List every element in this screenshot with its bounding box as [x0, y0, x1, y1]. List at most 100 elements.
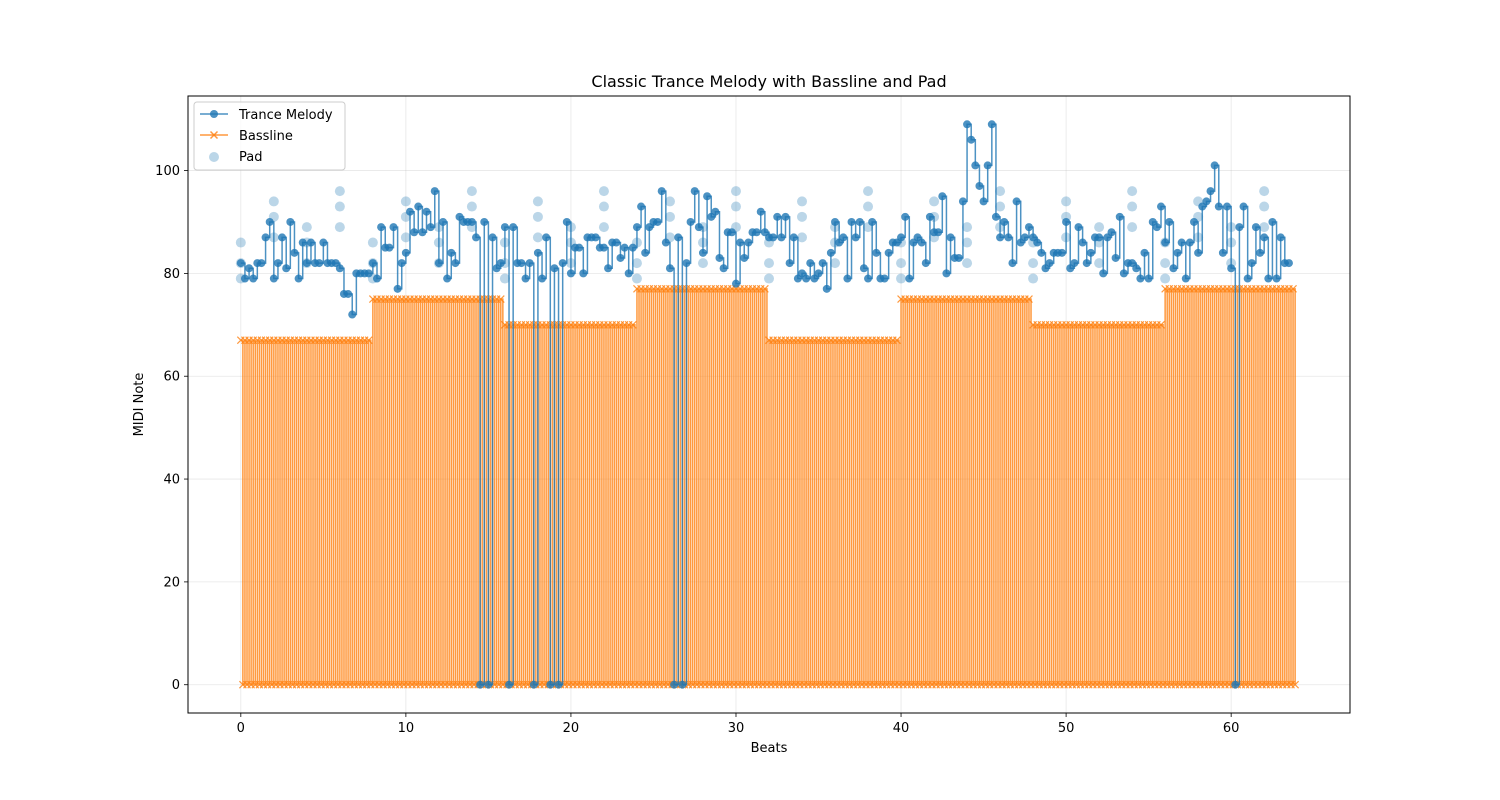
pad-point — [896, 258, 907, 269]
melody-point — [579, 269, 588, 278]
melody-point — [975, 181, 984, 190]
melody-point — [1243, 274, 1252, 283]
bassline-point — [628, 320, 637, 329]
melody-point — [682, 259, 691, 268]
pad-point — [631, 258, 642, 269]
melody-point — [967, 135, 976, 144]
melody-point — [864, 274, 873, 283]
melody-point — [934, 228, 943, 237]
melody-point — [938, 192, 947, 201]
melody-point — [963, 120, 972, 129]
melody-point — [1177, 238, 1186, 247]
bassline-point — [364, 336, 373, 345]
melody-point — [694, 223, 703, 232]
pad-point — [1127, 186, 1138, 197]
bassline-point — [892, 336, 901, 345]
melody-point — [674, 233, 683, 242]
melody-point — [872, 248, 881, 257]
melody-point — [1074, 223, 1083, 232]
melody-point — [756, 207, 765, 216]
melody-point — [1210, 161, 1219, 170]
melody-point — [533, 248, 542, 257]
y-tick-label: 100 — [155, 164, 180, 179]
melody-point — [1173, 248, 1182, 257]
y-tick-label: 60 — [163, 370, 180, 385]
melody-point — [546, 680, 555, 689]
pad-point — [1259, 186, 1270, 197]
melody-point — [240, 274, 249, 283]
melody-point — [641, 248, 650, 257]
pad-point — [863, 201, 874, 212]
melody-point — [393, 284, 402, 293]
pad-point — [466, 201, 477, 212]
melody-point — [566, 269, 575, 278]
melody-point — [591, 233, 600, 242]
melody-point — [257, 259, 266, 268]
melody-point — [599, 243, 608, 252]
melody-point — [946, 233, 955, 242]
melody-point — [265, 217, 274, 226]
melody-point — [1260, 233, 1269, 242]
x-tick-label: 40 — [893, 721, 910, 736]
melody-point — [344, 289, 353, 298]
melody-point — [542, 233, 551, 242]
bassline-point — [1289, 284, 1297, 293]
melody-point — [855, 217, 864, 226]
melody-point — [364, 269, 373, 278]
pad-point — [863, 186, 874, 197]
chart-title: Classic Trance Melody with Bassline and … — [591, 72, 946, 91]
melody-point — [451, 259, 460, 268]
melody-point — [269, 274, 278, 283]
melody-point — [868, 217, 877, 226]
y-tick-label: 80 — [163, 267, 180, 282]
melody-point — [517, 259, 526, 268]
x-tick-label: 50 — [1058, 721, 1075, 736]
melody-point — [1136, 274, 1145, 283]
melody-point — [822, 284, 831, 293]
pad-point — [730, 201, 741, 212]
melody-point — [422, 207, 431, 216]
melody-point — [670, 680, 679, 689]
melody-point — [401, 248, 410, 257]
melody-point — [480, 217, 489, 226]
melody-point — [686, 217, 695, 226]
melody-point — [286, 217, 295, 226]
melody-point — [884, 248, 893, 257]
x-axis-ticks: 0 10 20 30 40 50 60 — [237, 713, 1239, 736]
melody-point — [632, 223, 641, 232]
melody-point — [249, 274, 258, 283]
melody-point — [744, 238, 753, 247]
melody-point — [476, 680, 485, 689]
melody-point — [740, 253, 749, 262]
melody-point — [698, 248, 707, 257]
melody-point — [306, 238, 315, 247]
melody-point — [752, 228, 761, 237]
melody-point — [859, 264, 868, 273]
melody-point — [410, 228, 419, 237]
melody-point — [1024, 223, 1033, 232]
pad-point — [1160, 258, 1171, 269]
melody-point — [1239, 202, 1248, 211]
pad-point — [1028, 273, 1039, 284]
melody-point — [1086, 248, 1095, 257]
melody-point — [1218, 248, 1227, 257]
melody-point — [273, 259, 282, 268]
melody-point — [1140, 248, 1149, 257]
pad-point — [631, 273, 642, 284]
pad-point — [400, 196, 411, 207]
pad-point — [962, 237, 973, 248]
melody-point — [377, 223, 386, 232]
pad-point — [1094, 222, 1105, 233]
plot-frame — [187, 95, 1351, 714]
melody-point — [1206, 187, 1215, 196]
melody-point — [1190, 217, 1199, 226]
melody-point — [1115, 212, 1124, 221]
melody-point — [1012, 197, 1021, 206]
melody-point — [806, 259, 815, 268]
melody-point — [1231, 680, 1240, 689]
melody-point — [1152, 223, 1161, 232]
melody-point — [1251, 223, 1260, 232]
pad-point — [797, 196, 808, 207]
melody-point — [1272, 274, 1281, 283]
